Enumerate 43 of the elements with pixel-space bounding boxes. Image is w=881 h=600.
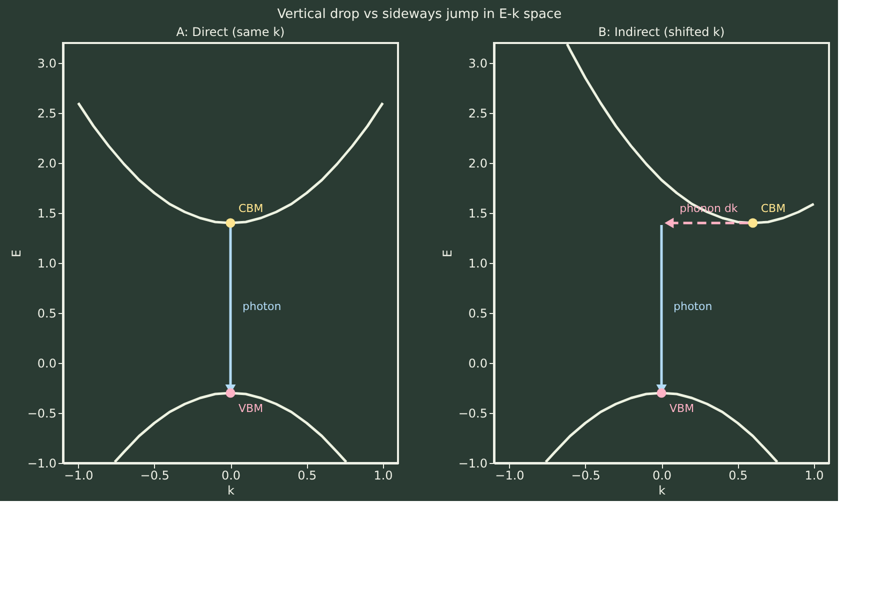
y-tick-label: −1.0 [27,456,56,470]
y-tick-label: −0.5 [27,406,56,420]
x-tick-label: −1.0 [495,468,524,482]
y-tick-label: 1.0 [468,256,488,270]
annotation: CBM [238,202,264,215]
y-tick-label: 3.0 [37,56,56,70]
y-tick-label: 1.5 [37,206,56,220]
y-tick-label: 2.0 [468,156,488,170]
point [748,218,758,228]
y-tick-label: 0.0 [37,356,56,370]
annotation: CBM [760,202,786,215]
x-tick-label: −1.0 [64,468,94,482]
y-tick-label: 2.5 [37,106,56,120]
x-tick-label: 0.0 [221,468,241,482]
x-tick-label: −0.5 [571,468,600,482]
y-axis-title: E [9,250,24,258]
chart-title: Vertical drop vs sideways jump in E-k space [277,7,562,22]
annotation: photon [674,300,712,313]
annotation: photon [242,300,282,313]
y-tick-label: 1.5 [468,206,488,220]
chart-subtitle: A: Direct (same k) [176,25,285,39]
annotation: VBM [238,402,264,415]
y-axis-title: E [440,250,454,258]
x-tick-label: 1.0 [804,468,824,482]
y-tick-label: −0.5 [458,406,488,420]
x-axis-title: k [658,484,666,498]
annotation: VBM [670,402,694,415]
y-tick-label: 0.0 [468,356,488,370]
x-axis-title: k [228,484,235,498]
x-tick-label: 1.0 [374,468,393,482]
y-tick-label: 2.5 [468,106,488,120]
chart-subtitle: B: Indirect (shifted k) [598,25,725,39]
y-tick-label: −1.0 [458,456,488,470]
y-tick-label: 3.0 [468,56,488,70]
y-tick-label: 0.5 [468,306,488,320]
y-tick-label: 2.0 [37,156,56,170]
x-tick-label: 0.5 [728,468,748,482]
y-tick-label: 0.5 [37,306,56,320]
x-tick-label: −0.5 [140,468,170,482]
point [226,218,236,228]
x-tick-label: 0.0 [652,468,672,482]
x-tick-label: 0.5 [298,468,317,482]
y-tick-label: 1.0 [37,256,56,270]
